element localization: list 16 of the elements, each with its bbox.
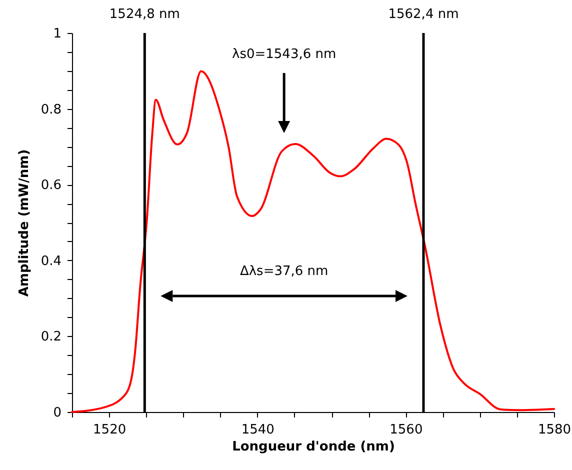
- y-axis-title: Amplitude (mW/nm): [16, 149, 32, 297]
- annotation: Δλs=37,6 nm: [240, 264, 328, 279]
- ref-line-label: 1562,4 nm: [388, 7, 459, 22]
- y-tick-label: 0.4: [40, 254, 62, 269]
- x-tick-label: 1540: [241, 422, 274, 438]
- y-tick-label: 1: [53, 26, 62, 42]
- y-tick-label: 0: [53, 406, 62, 420]
- x-tick-label: 1560: [390, 422, 423, 438]
- x-tick-label: 1580: [538, 422, 572, 438]
- x-axis-title: Longueur d'onde (nm): [232, 440, 395, 454]
- annotation: λs0=1543,6 nm: [232, 47, 336, 62]
- x-tick-label: 1520: [93, 422, 126, 438]
- y-tick-label: 0.6: [40, 178, 62, 194]
- y-tick-label: 0.2: [40, 330, 62, 345]
- y-tick-label: 0.8: [40, 102, 62, 118]
- ref-line-label: 1524,8 nm: [109, 7, 180, 22]
